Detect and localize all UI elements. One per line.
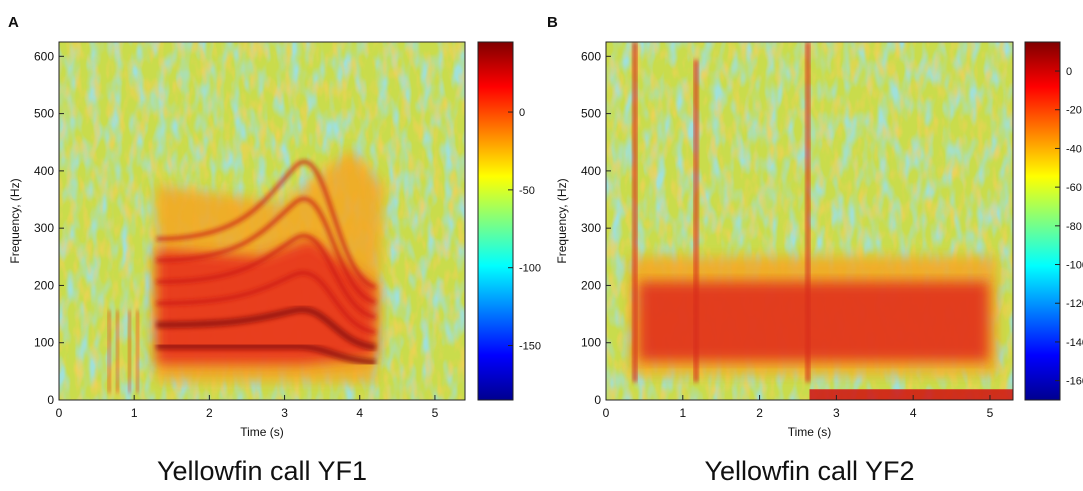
pulse: [115, 310, 119, 393]
colorbar-tick-label: 0: [1066, 66, 1072, 78]
energy: [156, 238, 376, 365]
colorbar-tick-label: -120: [1066, 298, 1083, 310]
y-tick-label: 500: [581, 107, 601, 121]
y-tick-label: 600: [34, 49, 54, 63]
x-tick-label: 1: [131, 406, 138, 420]
x-axis-label: Time (s): [240, 425, 284, 439]
colorbar-tick-label: -160: [1066, 376, 1083, 388]
plot-frame: [605, 41, 1014, 401]
y-tick-label: 300: [34, 221, 54, 235]
x-tick-label: 3: [281, 406, 288, 420]
colorbar-tick-label: -50: [519, 185, 535, 197]
panel-label: A: [8, 14, 19, 31]
x-axis-label: Time (s): [788, 425, 832, 439]
spectrogram: [59, 42, 465, 400]
pulse: [805, 42, 811, 383]
x-tick-label: 5: [987, 406, 994, 420]
colorbar: [1024, 41, 1061, 401]
colorbar-tick-label: -150: [519, 341, 541, 353]
y-tick-label: 400: [34, 164, 54, 178]
low-band: [809, 389, 1013, 400]
x-tick-label: 2: [756, 406, 763, 420]
panel: B 0 1 2 3 4 5 0 100 200 300 400 500 600 Time (s) Freque…: [547, 14, 1083, 486]
pulse: [128, 310, 132, 393]
colorbar-tick-label: -100: [519, 263, 541, 275]
y-tick-label: 100: [34, 336, 54, 350]
panel: A 0 1 2 3 4 5 0 100 200 300 400 500 600 Time (s) Freque…: [8, 14, 541, 486]
plot-frame: [58, 41, 466, 401]
y-tick-label: 200: [34, 278, 54, 292]
y-tick-label: 300: [581, 221, 601, 235]
y-tick-label: 0: [594, 393, 601, 407]
y-tick-label: 0: [47, 393, 54, 407]
pulse: [107, 310, 111, 393]
x-tick-label: 0: [56, 406, 63, 420]
pulse: [136, 310, 140, 393]
colorbar-tick-label: -20: [1066, 105, 1082, 117]
caption: Yellowfin call YF1: [157, 456, 367, 486]
harmonic: [156, 233, 377, 320]
y-tick-label: 100: [581, 336, 601, 350]
harmonic: [156, 270, 377, 335]
y-tick-label: 500: [34, 107, 54, 121]
harmonic: [156, 342, 376, 366]
harmonic: [156, 306, 377, 351]
colorbar-tick-label: -40: [1066, 143, 1082, 155]
colorbar: [477, 41, 514, 401]
x-tick-label: 0: [603, 406, 610, 420]
x-tick-label: 4: [910, 406, 917, 420]
caption: Yellowfin call YF2: [704, 456, 914, 486]
y-tick-label: 400: [581, 164, 601, 178]
x-tick-label: 1: [679, 406, 686, 420]
colorbar-tick-label: -60: [1066, 182, 1082, 194]
spectrogram: [606, 42, 1013, 400]
x-tick-label: 4: [356, 406, 363, 420]
y-axis-label: Frequency, (Hz): [8, 178, 22, 263]
pulse: [632, 42, 638, 383]
y-tick-label: 200: [581, 278, 601, 292]
harmonic: [156, 159, 377, 290]
energy: [638, 281, 989, 361]
colorbar-tick-label: 0: [519, 107, 525, 119]
colorbar-tick-label: -100: [1066, 260, 1083, 272]
colorbar-tick-label: -140: [1066, 337, 1083, 349]
panel-label: B: [547, 14, 558, 31]
harmonic: [156, 196, 377, 305]
x-tick-label: 2: [206, 406, 213, 420]
y-tick-label: 600: [581, 49, 601, 63]
y-axis-label: Frequency, (Hz): [555, 178, 569, 263]
x-tick-label: 5: [432, 406, 439, 420]
pulse: [693, 59, 699, 383]
x-tick-label: 3: [833, 406, 840, 420]
colorbar-tick-label: -80: [1066, 221, 1082, 233]
